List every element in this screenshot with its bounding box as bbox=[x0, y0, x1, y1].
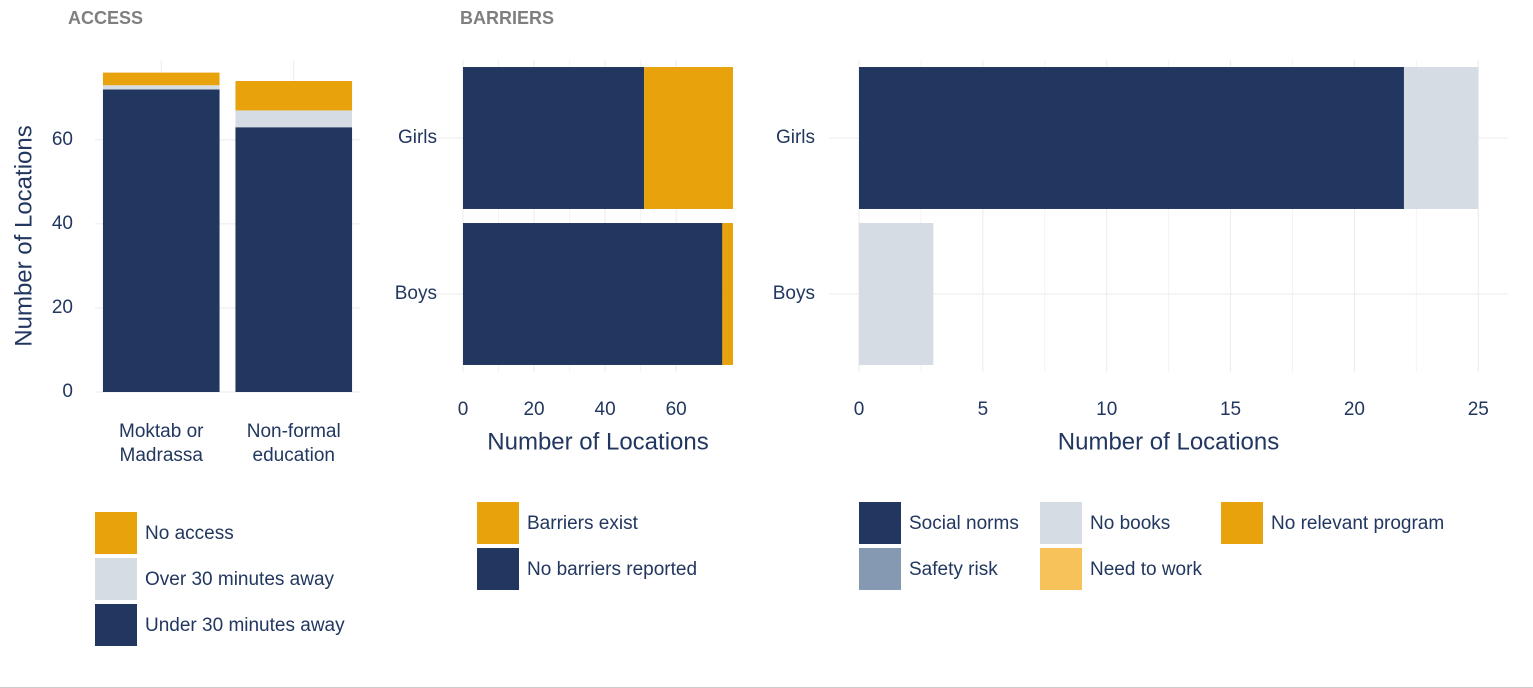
x-tick-label: 0 bbox=[854, 399, 865, 420]
legend-swatch bbox=[1040, 502, 1082, 544]
legend-swatch bbox=[477, 502, 519, 544]
legend-label: No access bbox=[145, 523, 234, 544]
bar-segment bbox=[102, 89, 220, 392]
x-tick-label: 25 bbox=[1468, 399, 1489, 420]
bar-segment bbox=[235, 127, 353, 392]
x-tick-label: 10 bbox=[1096, 399, 1117, 420]
y-tick-label: Boys bbox=[773, 283, 815, 304]
legend-label: No barriers reported bbox=[527, 559, 697, 580]
y-tick-label: Boys bbox=[395, 283, 437, 304]
bar-segment bbox=[859, 223, 934, 365]
x-tick-label: 20 bbox=[1344, 399, 1365, 420]
y-tick-label: 0 bbox=[62, 381, 73, 402]
y-axis-title: Number of Locations bbox=[10, 125, 37, 346]
legend-swatch bbox=[859, 548, 901, 590]
x-tick-label: Moktab or Madrassa bbox=[119, 421, 204, 466]
bar-segment bbox=[102, 72, 220, 86]
legend-label: Under 30 minutes away bbox=[145, 615, 345, 636]
legend-swatch bbox=[477, 548, 519, 590]
legend-swatch bbox=[1040, 548, 1082, 590]
bar-segment bbox=[102, 85, 220, 90]
legend-label: Barriers exist bbox=[527, 513, 639, 534]
legend-label: Over 30 minutes away bbox=[145, 569, 335, 590]
legend-label: Social norms bbox=[909, 513, 1019, 534]
y-tick-label: 20 bbox=[52, 297, 73, 318]
x-tick-label: 20 bbox=[523, 399, 544, 420]
x-tick-label: 40 bbox=[595, 399, 616, 420]
legend-label: No relevant program bbox=[1271, 513, 1444, 534]
bar-segment bbox=[722, 223, 733, 365]
y-tick-label: 60 bbox=[52, 129, 73, 150]
bar-segment bbox=[235, 81, 353, 111]
x-tick-label: 60 bbox=[666, 399, 687, 420]
legend-label: No books bbox=[1090, 513, 1170, 534]
y-tick-label: Girls bbox=[398, 127, 437, 148]
legend-label: Need to work bbox=[1090, 559, 1202, 580]
legend-swatch bbox=[95, 512, 137, 554]
bar-segment bbox=[463, 223, 723, 365]
y-tick-label: Girls bbox=[776, 127, 815, 148]
legend-swatch bbox=[859, 502, 901, 544]
panel-title: BARRIERS bbox=[460, 8, 554, 28]
x-axis-title: Number of Locations bbox=[487, 428, 708, 455]
legend-swatch bbox=[1221, 502, 1263, 544]
x-tick-label: 15 bbox=[1220, 399, 1241, 420]
legend-swatch bbox=[95, 558, 137, 600]
legend-label: Safety risk bbox=[909, 559, 998, 580]
legend-swatch bbox=[95, 604, 137, 646]
x-axis-title: Number of Locations bbox=[1058, 428, 1279, 455]
bar-segment bbox=[235, 110, 353, 128]
x-tick-label: 5 bbox=[978, 399, 989, 420]
bar-segment bbox=[859, 67, 1404, 209]
x-tick-label: Non-formal education bbox=[246, 421, 341, 466]
bar-segment bbox=[644, 67, 733, 209]
bar-segment bbox=[463, 67, 645, 209]
bar-segment bbox=[1403, 67, 1479, 209]
y-tick-label: 40 bbox=[52, 213, 73, 234]
panel-title: ACCESS bbox=[68, 8, 143, 28]
x-tick-label: 0 bbox=[458, 399, 469, 420]
